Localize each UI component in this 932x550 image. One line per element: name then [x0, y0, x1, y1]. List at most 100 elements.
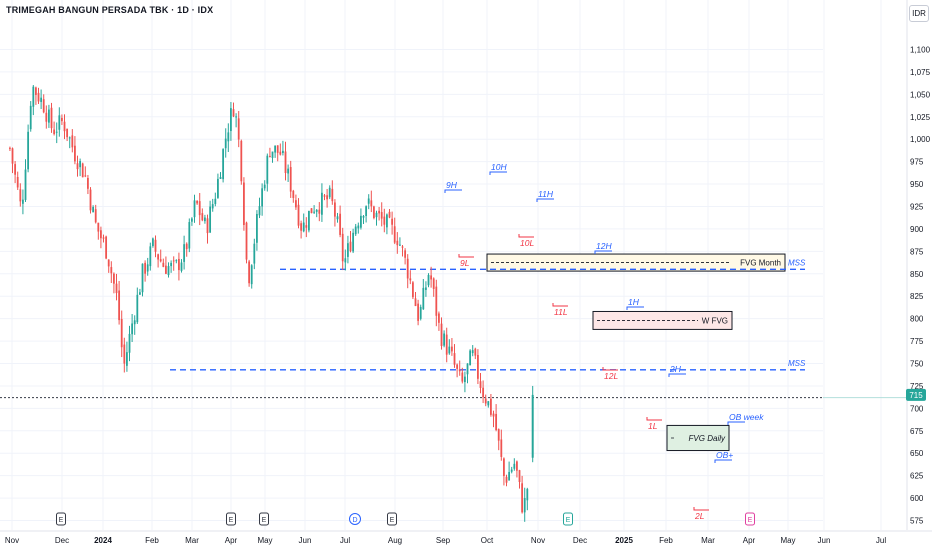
swing-label: 9H — [446, 180, 458, 190]
candle-body — [292, 190, 295, 198]
candle-body — [495, 413, 498, 431]
candle-body — [118, 290, 121, 321]
candle-body — [183, 244, 186, 262]
candle-body — [19, 189, 22, 202]
candle-body — [380, 212, 383, 219]
candle-body — [269, 155, 271, 157]
candle-body — [354, 226, 357, 235]
candle-body — [198, 201, 201, 216]
candle-body — [87, 177, 89, 189]
chart-title: TRIMEGAH BANGUN PERSADA TBK · 1D · IDX — [6, 5, 214, 15]
currency-button[interactable]: IDR — [909, 5, 929, 22]
candle-body — [105, 236, 108, 259]
candlestick-series[interactable] — [9, 85, 534, 522]
candle-body — [321, 192, 323, 215]
candle-body — [217, 178, 219, 198]
candle-body — [393, 226, 396, 243]
price-tick-label: 1,000 — [910, 135, 931, 144]
candle-body — [430, 275, 433, 280]
candle-body — [100, 230, 102, 239]
chart-annotations: 10H 11H 9H 12H 1H 2H 9L 10L 11L 12L 1L 2L OB week OB+ — [444, 162, 764, 521]
event-marker-label: E — [262, 517, 267, 524]
zone-label-bg — [698, 315, 730, 326]
price-tag-text: 715 — [909, 391, 923, 400]
candle-body — [287, 168, 290, 174]
candle-body — [232, 109, 235, 117]
candle-body — [531, 394, 534, 458]
level-label: MSS — [788, 359, 806, 368]
zone-label-bg — [674, 432, 727, 443]
event-marker-label: E — [566, 517, 571, 524]
candle-body — [261, 188, 264, 207]
price-tick-label: 975 — [910, 158, 924, 167]
candle-body — [58, 115, 61, 130]
swing-marker — [714, 459, 732, 463]
candle-body — [282, 150, 284, 153]
candle-body — [302, 222, 305, 232]
price-axis[interactable]: 575 600 625 650 675 700 725 750 775 800 825 850 875 9… — [906, 0, 931, 530]
candle-body — [487, 401, 490, 406]
candle-body — [404, 250, 407, 258]
candle-body — [391, 218, 394, 225]
price-tick-label: 1,025 — [910, 113, 931, 122]
time-tick-label: 2024 — [94, 536, 112, 545]
swing-marker — [693, 507, 709, 511]
candle-body — [328, 187, 331, 198]
candle-body — [24, 169, 27, 200]
candle-body — [162, 262, 165, 267]
swing-label: 10L — [520, 238, 534, 248]
swing-label: 1L — [648, 421, 658, 431]
candle-body — [167, 266, 170, 276]
price-tick-label: 725 — [910, 382, 924, 391]
candle-body — [61, 117, 63, 122]
price-tick-label: 1,100 — [910, 45, 931, 54]
candle-body — [412, 282, 414, 298]
candle-body — [516, 461, 518, 471]
swing-marker — [727, 421, 745, 425]
swing-marker — [444, 189, 462, 193]
candle-body — [315, 209, 318, 212]
price-tick-label: 600 — [910, 494, 924, 503]
swing-label: 12H — [596, 241, 612, 251]
candle-body — [401, 246, 404, 248]
earnings-marker — [563, 512, 573, 526]
candle-body — [240, 140, 243, 182]
candle-body — [388, 211, 391, 218]
candle-body — [81, 163, 84, 178]
swing-label: 10H — [491, 162, 507, 172]
candle-body — [318, 209, 321, 214]
time-tick-label: Sep — [436, 536, 451, 545]
candle-body — [35, 87, 37, 95]
candle-body — [144, 262, 147, 274]
candle-body — [107, 259, 110, 267]
earnings-marker — [259, 512, 269, 526]
candle-body — [500, 439, 503, 457]
candle-body — [339, 213, 342, 235]
candle-body — [432, 278, 435, 289]
swing-label: 9L — [460, 258, 470, 268]
candle-body — [230, 108, 232, 132]
candle-body — [63, 121, 66, 132]
candle-body — [97, 222, 100, 232]
price-tick-label: 900 — [910, 225, 924, 234]
candle-body — [503, 458, 505, 477]
candle-body — [458, 369, 461, 372]
candle-body — [399, 244, 401, 246]
price-tick-label: 775 — [910, 337, 924, 346]
price-tag-bg — [906, 388, 926, 401]
candle-body — [300, 223, 303, 231]
level-label: MSS — [788, 258, 806, 267]
time-axis[interactable]: Nov Dec 2024 Feb Mar Apr May Jun Jul Aug Sep Oct Nov… — [0, 530, 932, 545]
price-tick-label: 875 — [910, 247, 924, 256]
time-tick-label: Jun — [818, 536, 831, 545]
candle-body — [417, 303, 420, 321]
swing-marker — [518, 234, 534, 238]
candle-body — [331, 188, 334, 202]
candle-body — [383, 216, 386, 225]
candle-body — [466, 363, 469, 375]
candle-body — [469, 350, 472, 366]
candle-body — [245, 222, 248, 260]
price-tick-label: 925 — [910, 202, 924, 211]
